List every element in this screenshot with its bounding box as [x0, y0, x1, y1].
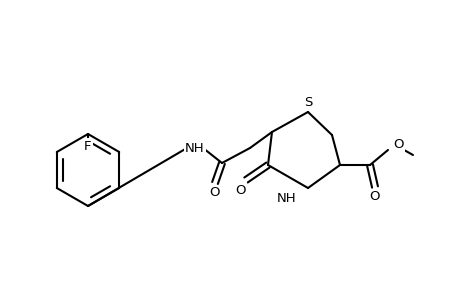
Text: O: O [209, 187, 220, 200]
Text: S: S [303, 95, 312, 109]
Text: O: O [392, 137, 403, 151]
Text: O: O [369, 190, 380, 203]
Text: NH: NH [276, 191, 295, 205]
Text: F: F [84, 140, 91, 152]
Text: O: O [235, 184, 246, 196]
Text: NH: NH [185, 142, 204, 154]
